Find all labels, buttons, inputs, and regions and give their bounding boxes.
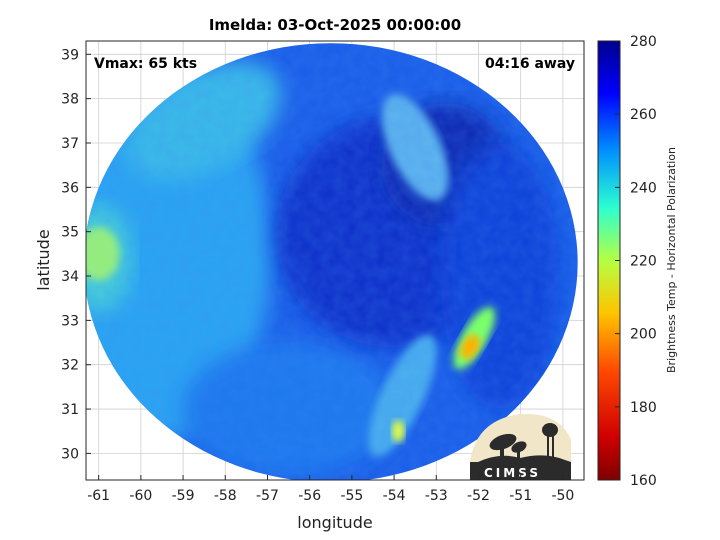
y-tick-label: 37 [61,136,79,152]
vmax-annotation: Vmax: 65 kts [94,56,197,72]
chart-title: Imelda: 03-Oct-2025 00:00:00 [209,16,461,34]
x-tick-label: -50 [551,488,574,504]
x-axis-ticks: -61 -60 -59 -58 -57 -56 -55 -54 -53 -52 -51 -50 [87,475,574,504]
x-tick-label: -52 [467,488,490,504]
colorbar-tick-label: 200 [630,327,657,343]
colorbar-tick-label: 160 [630,473,657,489]
cimss-logo-text: CIMSS [484,466,541,480]
y-tick-label: 30 [61,446,79,462]
colorbar-tick-label: 220 [630,254,657,270]
brightness-temp-swath [86,43,578,480]
x-tick-label: -55 [340,488,363,504]
cimss-logo: CIMSS [470,413,571,480]
colorbar-tick-label: 180 [630,400,657,416]
x-tick-label: -59 [172,488,195,504]
y-tick-label: 32 [61,358,79,374]
y-tick-label: 38 [61,92,79,108]
y-tick-label: 34 [61,269,79,285]
x-tick-label: -60 [129,488,152,504]
x-tick-label: -58 [214,488,237,504]
colorbar-tick-label: 240 [630,180,657,196]
x-tick-label: -57 [256,488,279,504]
colorbar-tick-label: 260 [630,107,657,123]
time-away-annotation: 04:16 away [485,56,575,72]
x-tick-label: -53 [425,488,448,504]
x-tick-label: -56 [298,488,321,504]
x-tick-label: -61 [87,488,110,504]
x-axis-label: longitude [297,513,372,532]
y-axis-label: latitude [34,229,53,290]
y-tick-label: 39 [61,47,79,63]
y-tick-label: 31 [61,402,79,418]
x-tick-label: -54 [383,488,406,504]
colorbar-label: Brightness Temp - Horizontal Polarizatio… [665,147,678,373]
x-tick-label: -51 [509,488,532,504]
colorbar-tick-label: 280 [630,34,657,50]
y-tick-label: 33 [61,313,79,329]
y-tick-label: 36 [61,180,79,196]
y-axis-ticks: 30 31 32 33 34 35 36 37 38 39 [61,47,91,462]
axes-border [85,40,585,481]
y-tick-label: 35 [61,225,79,241]
colorbar-ticks: 160 180 200 220 240 260 280 [615,34,657,489]
